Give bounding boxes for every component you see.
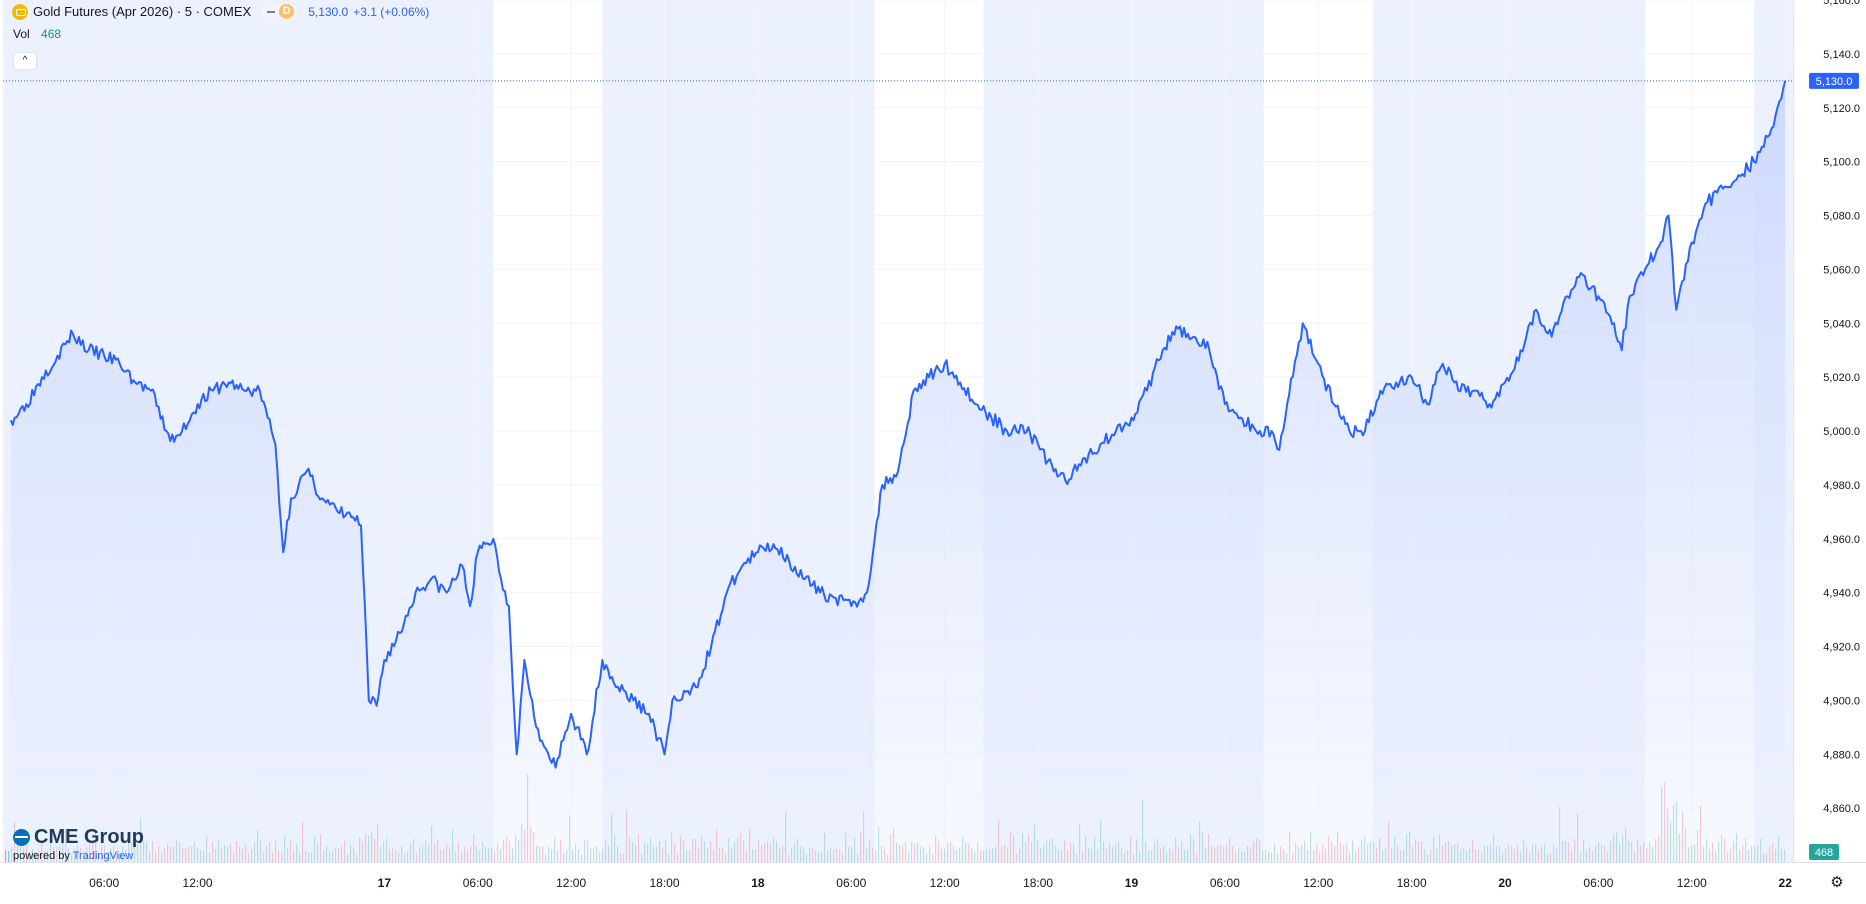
x-tick-label: 20 bbox=[1498, 876, 1512, 890]
symbol-legend: Gold Futures (Apr 2026) · 5 · COMEX D 5,… bbox=[12, 3, 434, 20]
x-tick-label: 18:00 bbox=[1023, 876, 1053, 890]
interval-badge: D bbox=[279, 4, 295, 19]
dash-icon bbox=[267, 10, 276, 13]
x-tick-label: 06:00 bbox=[89, 876, 119, 890]
y-tick-label: 4,920.0 bbox=[1823, 642, 1860, 654]
last-volume-badge bbox=[1809, 844, 1839, 860]
y-tick-label: 5,060.0 bbox=[1823, 264, 1860, 276]
price-line bbox=[9, 80, 1787, 769]
last-volume-badge-text: 468 bbox=[1815, 847, 1833, 859]
y-tick-label: 5,100.0 bbox=[1823, 157, 1860, 169]
x-tick-label: 12:00 bbox=[183, 876, 213, 890]
y-tick-label: 5,140.0 bbox=[1823, 49, 1860, 61]
cme-globe-icon bbox=[13, 829, 30, 846]
x-tick-label: 12:00 bbox=[1303, 876, 1333, 890]
x-tick-label: 12:00 bbox=[1677, 876, 1707, 890]
volume-bar bbox=[5, 850, 7, 862]
x-tick-label: 22 bbox=[1779, 876, 1793, 890]
chevron-up-icon: ^ bbox=[22, 55, 28, 66]
x-tick-label: 12:00 bbox=[556, 876, 586, 890]
powered-by: powered by TradingView bbox=[13, 850, 144, 862]
collapse-legend-button[interactable]: ^ bbox=[13, 52, 37, 70]
x-tick-label: 06:00 bbox=[1210, 876, 1240, 890]
tradingview-link[interactable]: TradingView bbox=[72, 850, 134, 862]
x-tick-label: 18 bbox=[751, 876, 765, 890]
y-tick-label: 5,120.0 bbox=[1823, 103, 1860, 115]
y-tick-label: 4,940.0 bbox=[1823, 588, 1860, 600]
y-tick-label: 5,000.0 bbox=[1823, 426, 1860, 438]
y-tick-label: 5,080.0 bbox=[1823, 211, 1860, 223]
x-tick-label: 06:00 bbox=[1583, 876, 1613, 890]
x-tick-label: 06:00 bbox=[836, 876, 866, 890]
powered-by-label: powered by bbox=[13, 850, 70, 862]
time-axis[interactable]: 06:00 12:00 17 06:00 12:00 18:00 18 06:00 12:00 1… bbox=[0, 862, 1866, 891]
volume-label[interactable]: Vol bbox=[13, 27, 30, 41]
price-change: +3.1 (+0.06%) bbox=[353, 4, 430, 19]
y-tick-label: 4,980.0 bbox=[1823, 480, 1860, 492]
y-tick-label: 5,040.0 bbox=[1823, 318, 1860, 330]
price-axis[interactable]: 4,860.0 4,880.0 4,900.0 4,920.0 4,940.0 4,960… bbox=[1793, 0, 1861, 862]
x-tick-label: 06:00 bbox=[463, 876, 493, 890]
settings-gear-icon[interactable]: ⚙ bbox=[1830, 874, 1844, 891]
y-tick-label: 4,860.0 bbox=[1823, 803, 1860, 815]
volume-bar bbox=[8, 850, 10, 862]
x-tick-label: 17 bbox=[378, 876, 392, 890]
price-line-group bbox=[3, 80, 1793, 769]
last-price-badge bbox=[1809, 72, 1859, 89]
y-tick-label: 4,900.0 bbox=[1823, 695, 1860, 707]
x-tick-label: 19 bbox=[1125, 876, 1139, 890]
x-tick-label: 18:00 bbox=[1397, 876, 1427, 890]
cme-logo[interactable]: CME Group powered by TradingView bbox=[13, 826, 144, 862]
gold-coin-icon bbox=[12, 3, 28, 20]
volume-legend: Vol 468 bbox=[13, 27, 61, 41]
last-price-badge-text: 5,130.0 bbox=[1816, 76, 1853, 88]
price-area-fill bbox=[10, 80, 1786, 863]
y-tick-label: 4,880.0 bbox=[1823, 749, 1860, 761]
cme-logo-text: CME Group bbox=[34, 826, 144, 848]
y-tick-label: 5,160.0 bbox=[1823, 0, 1860, 7]
x-tick-label: 12:00 bbox=[930, 876, 960, 890]
y-tick-label: 5,020.0 bbox=[1823, 372, 1860, 384]
price-area bbox=[10, 80, 1786, 863]
symbol-title[interactable]: Gold Futures (Apr 2026) · 5 · COMEX bbox=[33, 4, 252, 19]
volume-value: 468 bbox=[41, 27, 62, 41]
y-tick-label: 4,960.0 bbox=[1823, 534, 1860, 546]
x-tick-label: 18:00 bbox=[650, 876, 680, 890]
market-status-pill[interactable]: D bbox=[261, 3, 299, 20]
last-price: 5,130.0 bbox=[308, 4, 349, 19]
